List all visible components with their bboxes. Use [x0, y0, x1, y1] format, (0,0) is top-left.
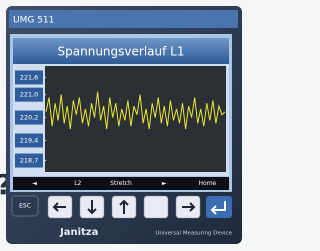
brand: Janitza: [59, 227, 98, 238]
y-tick-label: 218,7: [20, 157, 39, 165]
softkey-label: L2: [74, 180, 81, 187]
scene: ? UMG 511 Spannungsverlauf L1 ESC Janitz…: [0, 0, 246, 247]
y-tick-label: 219,4: [20, 136, 39, 144]
button[interactable]: [206, 196, 232, 218]
y-tick-label: 221,0: [20, 91, 39, 99]
tagline: Universal Measuring Device: [155, 231, 232, 237]
button[interactable]: [144, 196, 168, 218]
softkey-label: Stretch: [110, 180, 132, 187]
softkey-label: ►: [162, 180, 167, 187]
esc-label: ESC: [19, 203, 31, 210]
y-tick-label: 221,6: [20, 73, 39, 81]
softkey-label: ◄: [32, 180, 37, 187]
y-tick-label: 220,2: [20, 114, 39, 122]
model: UMG 511: [13, 16, 54, 26]
chart-title: Spannungsverlauf L1: [58, 45, 185, 59]
softkey-label: Home: [199, 180, 217, 187]
